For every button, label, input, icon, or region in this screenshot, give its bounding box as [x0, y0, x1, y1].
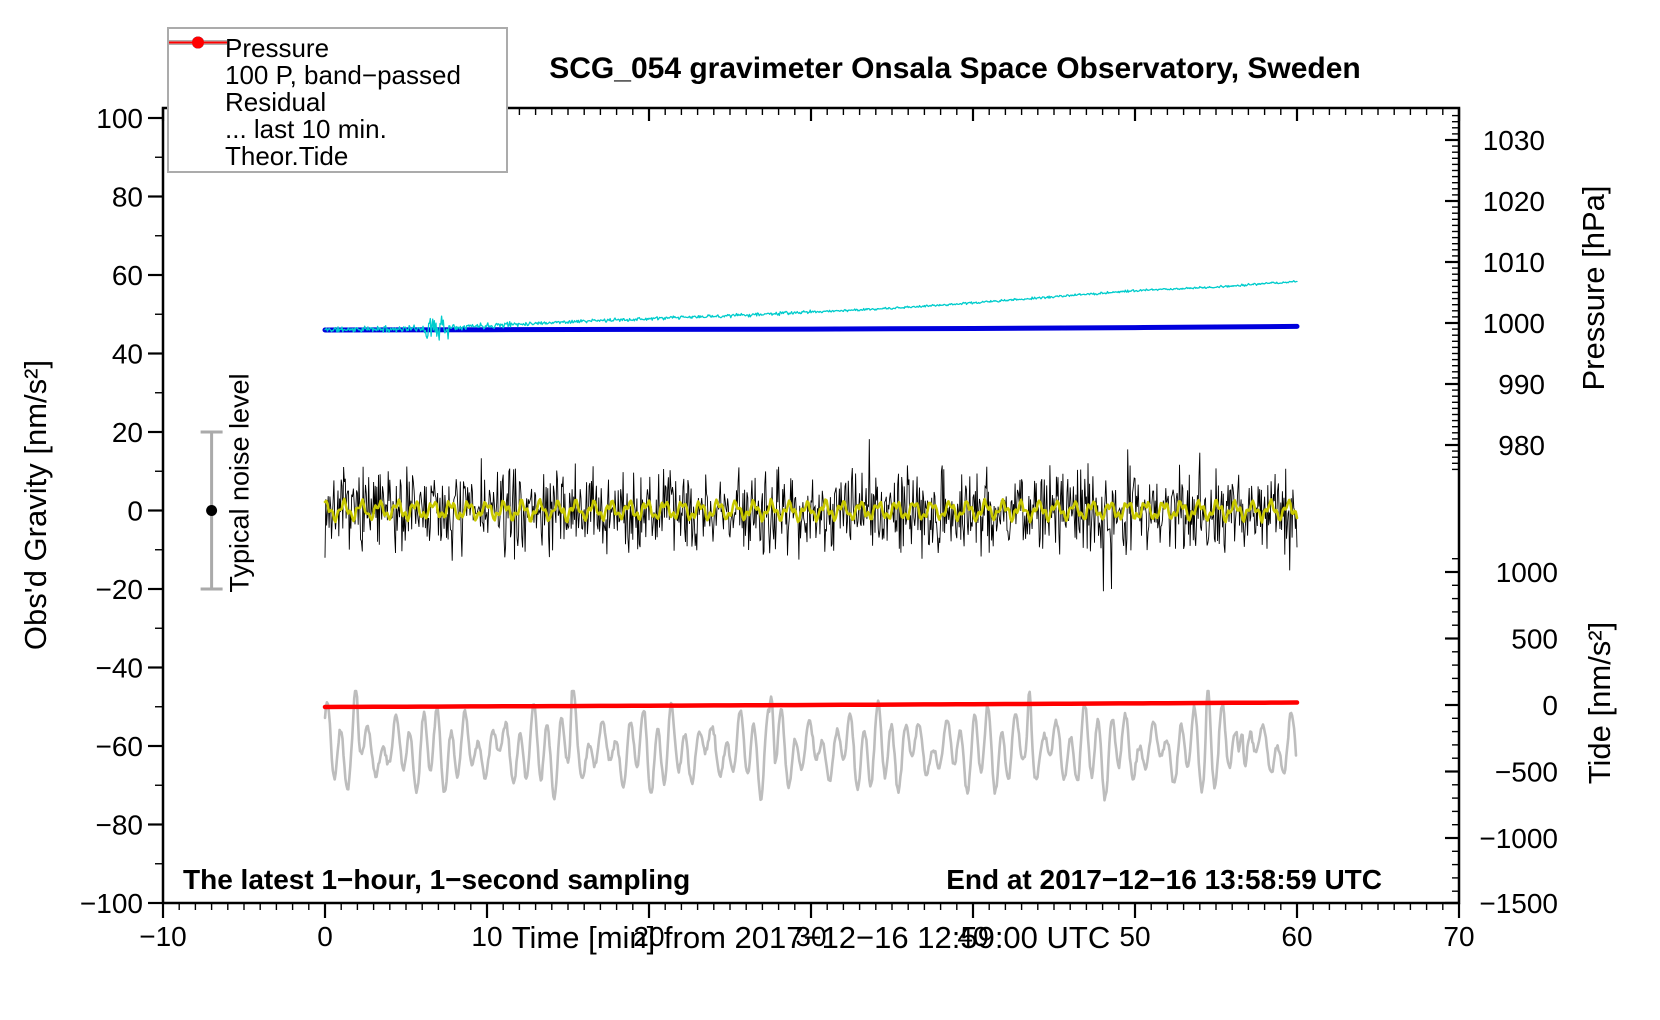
pressure-tick-label: 1000 — [1483, 308, 1545, 339]
noise-level-label: Typical noise level — [224, 373, 255, 593]
gravity-tick-label: 0 — [127, 496, 143, 527]
x-tick-label: 0 — [317, 921, 333, 952]
legend-item-3: ... last 10 min. — [169, 40, 506, 144]
series-residual_last10 — [323, 689, 1298, 802]
gravity-tick-label: −40 — [96, 653, 144, 684]
legend: Pressure 100 P, band−passed Residual... la… — [167, 27, 508, 173]
gravity-tick-label: 60 — [112, 260, 143, 291]
series-theor_tide — [322, 700, 1300, 710]
x-tick-label: 30 — [795, 921, 826, 952]
noise-level-dot — [206, 505, 218, 516]
gravity-tick-label: −100 — [80, 888, 143, 919]
legend-label: Pressure — [225, 33, 330, 63]
pressure-tick-label: 1030 — [1483, 125, 1545, 156]
pressure-axis-label: Pressure [hPa] — [1576, 185, 1611, 391]
tide-tick-label: −1500 — [1479, 888, 1558, 919]
x-tick-label: 70 — [1443, 921, 1474, 952]
pressure-tick-label: 980 — [1498, 430, 1545, 461]
x-axis-label: Time [min] from 2017−12−16 12:59:00 UTC — [511, 920, 1111, 955]
tide-tick-label: 1000 — [1496, 557, 1558, 588]
legend-marker-dot — [192, 36, 204, 49]
series-pressure_bandpassed — [324, 280, 1298, 341]
tide-axis-label: Tide [nm/s²] — [1582, 621, 1617, 785]
x-tick-label: 20 — [633, 921, 664, 952]
x-tick-label: 10 — [471, 921, 502, 952]
legend-sample-line — [169, 36, 227, 49]
tide-tick-label: −500 — [1495, 757, 1558, 788]
plot-title: SCG_054 gravimeter Onsala Space Observat… — [549, 52, 1361, 85]
tide-tick-label: 0 — [1542, 690, 1558, 721]
x-tick-label: −10 — [139, 921, 187, 952]
series-residual — [324, 439, 1298, 592]
sampling-annotation: The latest 1−hour, 1−second sampling — [183, 864, 691, 895]
x-tick-label: 60 — [1281, 921, 1312, 952]
gravity-tick-label: −20 — [96, 574, 144, 605]
end-time-annotation: End at 2017−12−16 13:58:59 UTC — [946, 864, 1382, 895]
series-residual_smoothed — [323, 497, 1299, 524]
gravity-tick-label: 100 — [96, 103, 143, 134]
gravity-tick-label: 20 — [112, 417, 143, 448]
gravity-tick-label: 80 — [112, 182, 143, 213]
tide-tick-label: 500 — [1511, 624, 1558, 655]
x-tick-label: 40 — [957, 921, 988, 952]
series-pressure — [322, 323, 1300, 333]
legend-label: 100 P, band−passed — [225, 60, 461, 90]
noise-level-bar — [200, 430, 223, 591]
x-tick-label: 50 — [1119, 921, 1150, 952]
tick-labels: −10 0 10 20 30 40 50 60 70−100−80−60−40−20020406… — [80, 103, 1558, 952]
legend-item-4: Theor.Tide — [169, 36, 506, 171]
pressure-tick-label: 1020 — [1483, 186, 1545, 217]
gravity-axis-label: Obs'd Gravity [nm/s²] — [18, 359, 53, 651]
gravity-tick-label: 40 — [112, 339, 143, 370]
gravity-tick-label: −60 — [96, 731, 144, 762]
pressure-tick-label: 1010 — [1483, 247, 1545, 278]
gravity-tick-label: −80 — [96, 810, 144, 841]
legend-label: ... last 10 min. — [225, 114, 387, 144]
legend-item-1: 100 P, band−passed — [169, 36, 506, 90]
tide-tick-label: −1000 — [1479, 823, 1558, 854]
legend-label: Residual — [225, 87, 327, 117]
pressure-tick-label: 990 — [1498, 369, 1545, 400]
legend-item-2: Residual — [169, 40, 506, 117]
legend-label: Theor.Tide — [225, 141, 349, 171]
